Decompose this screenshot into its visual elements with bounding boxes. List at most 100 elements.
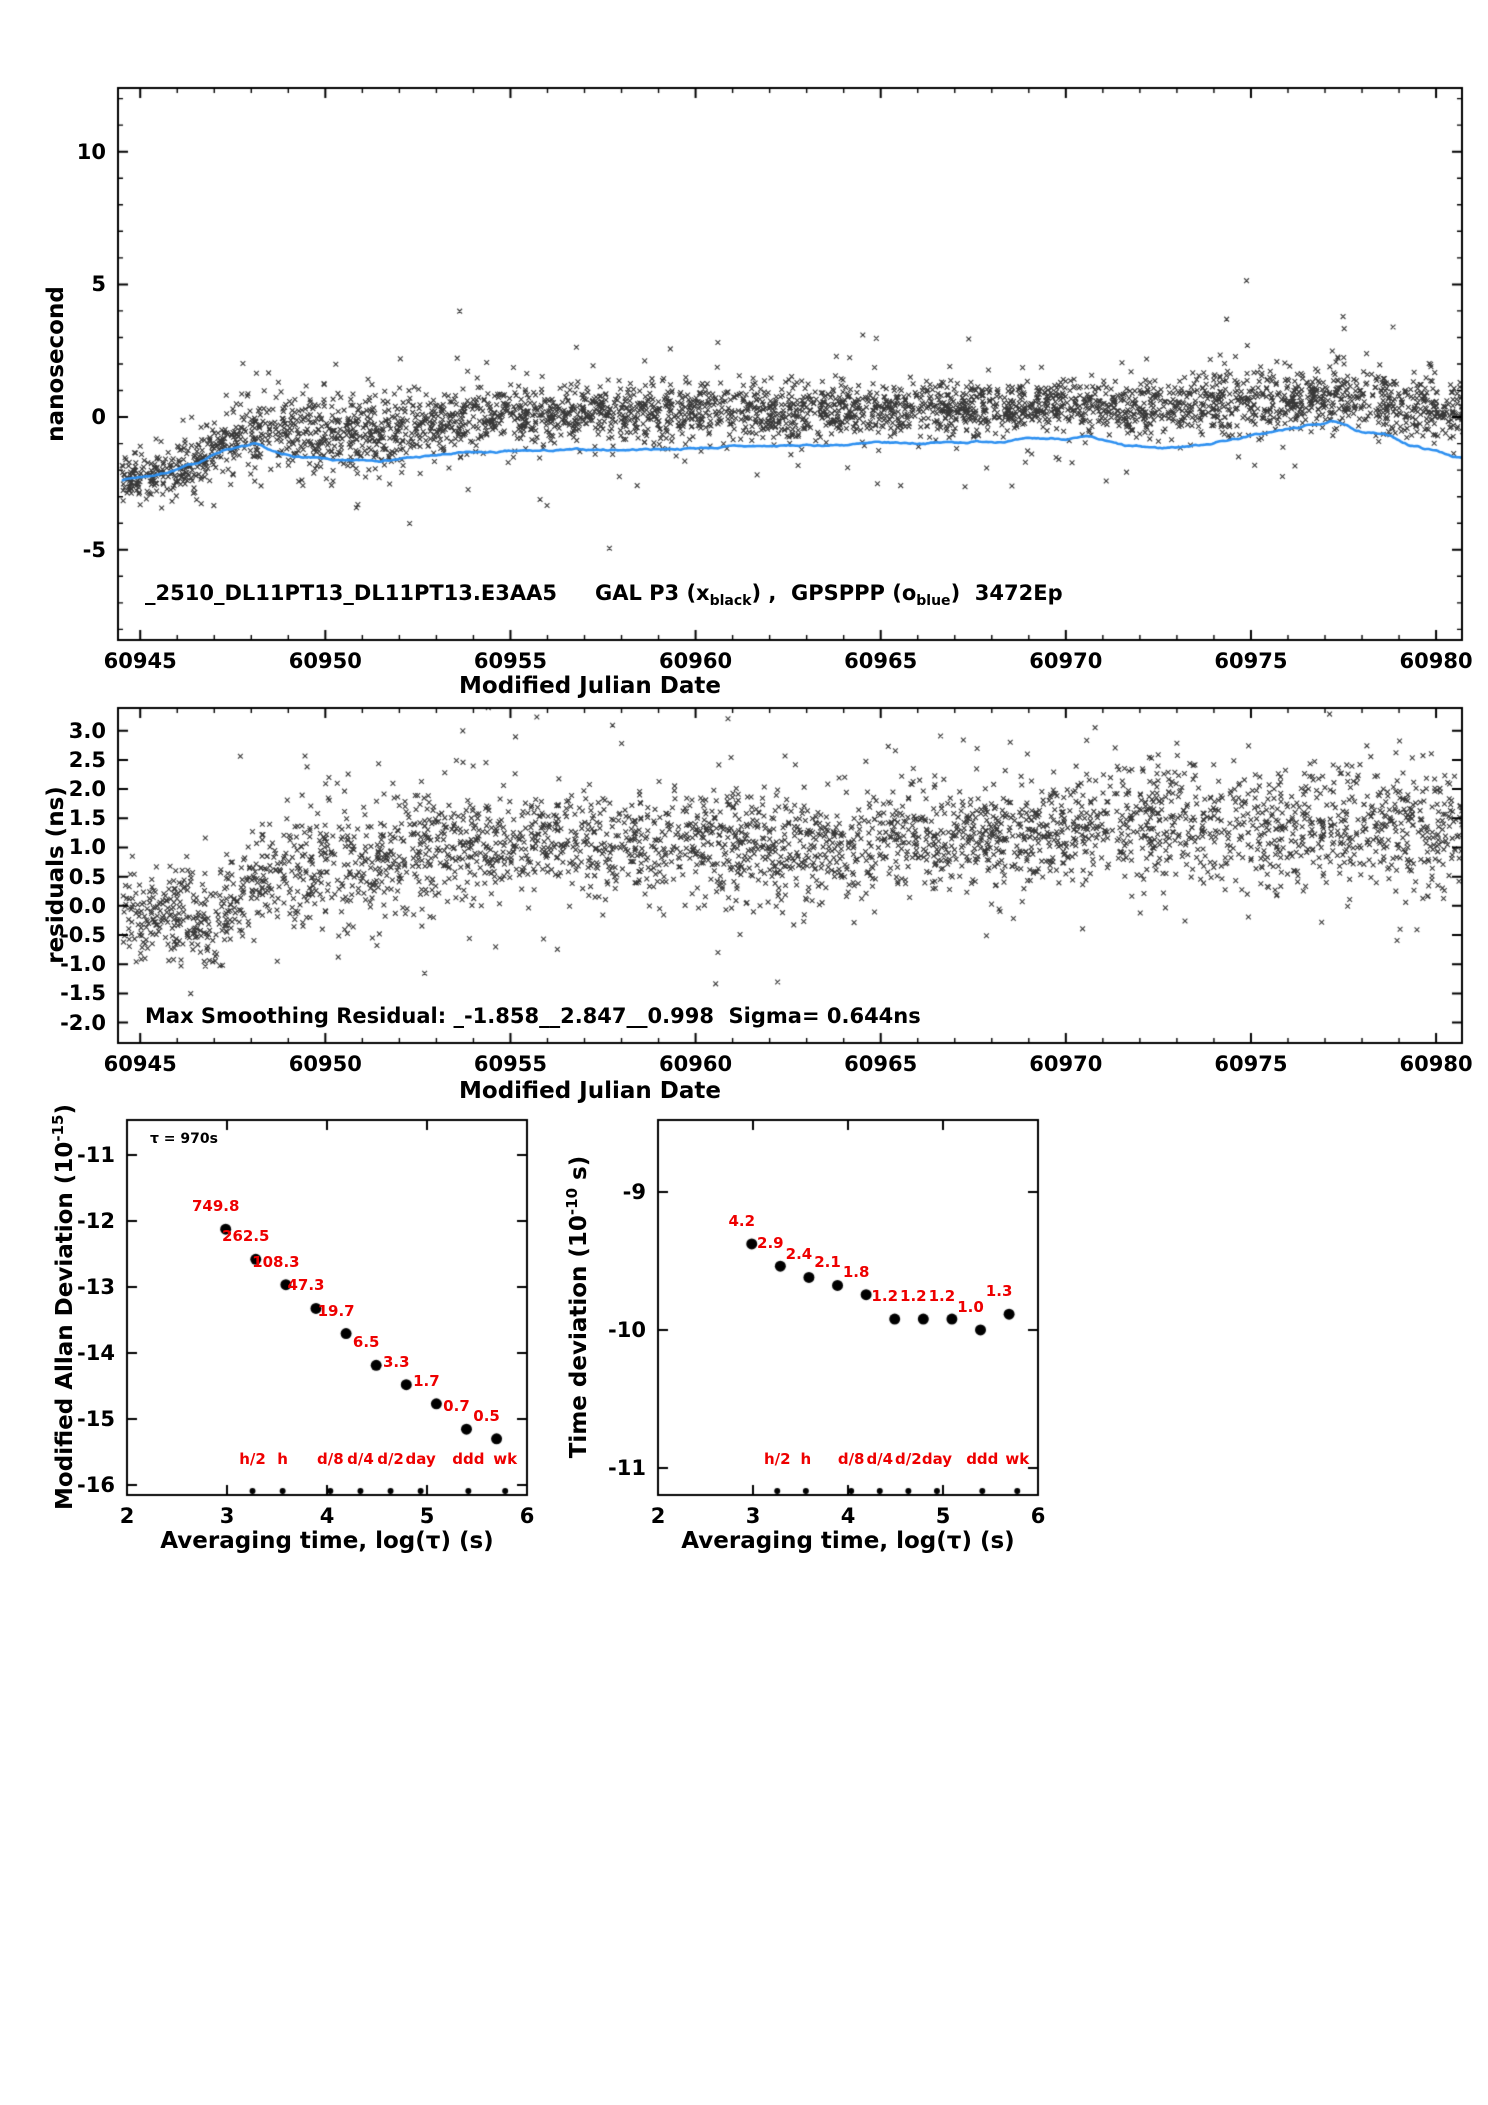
mdev-ylabel-pre: Modified Allan Deviation (10 bbox=[51, 1141, 78, 1510]
mdev-ytick-label: -12 bbox=[77, 1208, 115, 1233]
mdev-y-axis-title: Modified Allan Deviation (10-15) bbox=[49, 1104, 78, 1510]
mdev-point-value-label: 47.3 bbox=[287, 1276, 325, 1295]
mdev-time-mark-label: wk bbox=[493, 1450, 518, 1468]
residuals-xtick-label: 60965 bbox=[844, 1052, 918, 1076]
tdev-y-axis-title: Time deviation (10-10 s) bbox=[563, 1156, 592, 1459]
tdev-ytick-label: -11 bbox=[608, 1455, 646, 1480]
tdev-xtick-label: 2 bbox=[650, 1504, 666, 1528]
mdev-time-mark-label: d/4 bbox=[347, 1450, 374, 1468]
mdev-point-value-label: 0.5 bbox=[473, 1406, 500, 1425]
residuals-xtick-label: 60975 bbox=[1214, 1052, 1288, 1076]
tdev-ylabel-pre: Time deviation (10 bbox=[565, 1215, 592, 1459]
mdev-xtick-label: 4 bbox=[319, 1504, 335, 1528]
top-y-axis-title: nanosecond bbox=[42, 286, 69, 442]
gps-label-text: ) , GPSPPP (o bbox=[751, 581, 917, 605]
tdev-xtick-label: 3 bbox=[745, 1504, 761, 1528]
tau-annotation: τ = 970s bbox=[150, 1131, 218, 1147]
top-ytick-label: -5 bbox=[82, 537, 106, 562]
tdev-time-mark-label: d/4 bbox=[866, 1450, 894, 1468]
mdev-ytick-label: -16 bbox=[77, 1472, 115, 1497]
tdev-point-value-label: 2.9 bbox=[757, 1234, 784, 1253]
top-xtick-label: 60960 bbox=[659, 649, 733, 673]
tdev-time-mark-label: h bbox=[800, 1450, 812, 1468]
mdev-point-value-label: 1.7 bbox=[413, 1371, 440, 1390]
mdev-xtick-label: 5 bbox=[419, 1504, 435, 1528]
residuals-ytick-label: 2.0 bbox=[68, 777, 106, 802]
mdev-point-value-label: 6.5 bbox=[352, 1333, 380, 1352]
tdev-point-value-label: 1.2 bbox=[928, 1287, 956, 1306]
residuals-xtick-label: 60955 bbox=[473, 1052, 547, 1076]
tdev-point-value-label: 1.2 bbox=[871, 1287, 899, 1306]
tdev-point-value-label: 1.0 bbox=[957, 1297, 984, 1316]
mdev-point-value-label: 262.5 bbox=[222, 1227, 270, 1246]
tdev-ytick-label: -10 bbox=[608, 1317, 646, 1342]
residuals-annotation: Max Smoothing Residual: _-1.858__2.847__… bbox=[145, 1005, 921, 1027]
tdev-ylabel-exponent: -10 bbox=[563, 1187, 582, 1216]
gal-label-text: GAL P3 (x bbox=[594, 581, 710, 605]
mdev-ylabel-exponent: -15 bbox=[49, 1114, 68, 1142]
link-id-text: _2510_DL11PT13_DL11PT13.E3AA5 bbox=[145, 581, 557, 605]
residuals-ytick-label: 0.0 bbox=[68, 893, 106, 918]
tdev-point-value-label: 1.8 bbox=[842, 1262, 870, 1281]
mdev-x-axis-title: Averaging time, log(τ) (s) bbox=[160, 1528, 494, 1554]
tdev-point-value-label: 4.2 bbox=[728, 1211, 756, 1230]
residuals-xtick-label: 60980 bbox=[1399, 1052, 1473, 1076]
mdev-time-mark-label: d/2 bbox=[377, 1450, 404, 1468]
tdev-point-value-label: 2.4 bbox=[785, 1245, 813, 1264]
tdev-time-mark-label: d/2 bbox=[895, 1450, 922, 1468]
mdev-point-value-label: 749.8 bbox=[191, 1197, 240, 1216]
gps-subscript: blue bbox=[916, 593, 951, 610]
residuals-ytick-label: -1.5 bbox=[60, 981, 106, 1006]
residuals-ytick-label: -0.5 bbox=[60, 922, 106, 947]
top-annotation: _2510_DL11PT13_DL11PT13.E3AA5 GAL P3 (x bl… bbox=[145, 582, 1063, 609]
mdev-ylabel-post: ) bbox=[51, 1104, 78, 1115]
residuals-xtick-label: 60970 bbox=[1029, 1052, 1103, 1076]
tdev-point-value-label: 1.3 bbox=[985, 1282, 1013, 1301]
max-smoothing-residual-text: Max Smoothing Residual: _-1.858__2.847__… bbox=[145, 1004, 921, 1028]
top-ytick-label: 10 bbox=[76, 139, 106, 164]
tdev-time-mark-label: h/2 bbox=[763, 1450, 791, 1468]
mdev-time-mark-label: ddd bbox=[452, 1450, 485, 1468]
top-xtick-label: 60955 bbox=[473, 649, 547, 673]
residuals-xtick-label: 60960 bbox=[659, 1052, 733, 1076]
tdev-xtick-label: 4 bbox=[840, 1504, 856, 1528]
top-xtick-label: 60975 bbox=[1214, 649, 1288, 673]
top-xtick-label: 60965 bbox=[844, 649, 918, 673]
tdev-xtick-label: 6 bbox=[1030, 1504, 1046, 1528]
mdev-xtick-label: 2 bbox=[119, 1504, 135, 1528]
residuals-xtick-label: 60945 bbox=[103, 1052, 177, 1076]
mdev-ytick-label: -15 bbox=[77, 1406, 115, 1431]
tdev-x-axis-title: Averaging time, log(τ) (s) bbox=[681, 1528, 1015, 1554]
mdev-point-value-label: 3.3 bbox=[382, 1352, 410, 1371]
mdev-ytick-label: -14 bbox=[77, 1340, 115, 1365]
residuals-xtick-label: 60950 bbox=[288, 1052, 362, 1076]
top-xtick-label: 60945 bbox=[103, 649, 177, 673]
mdev-time-mark-label: day bbox=[405, 1450, 436, 1468]
residuals-ytick-label: -2.0 bbox=[60, 1010, 106, 1035]
mdev-time-mark-label: d/8 bbox=[317, 1450, 344, 1468]
mdev-point-value-label: 108.3 bbox=[252, 1252, 300, 1271]
residuals-ytick-label: -1.0 bbox=[60, 952, 106, 977]
top-ytick-label: 0 bbox=[91, 405, 106, 430]
tdev-time-mark-label: d/8 bbox=[837, 1450, 865, 1468]
top-xtick-label: 60970 bbox=[1029, 649, 1103, 673]
mdev-time-mark-label: h/2 bbox=[239, 1450, 266, 1468]
tdev-xtick-label: 5 bbox=[935, 1504, 951, 1528]
mdev-point-value-label: 19.7 bbox=[317, 1301, 355, 1320]
top-xtick-label: 60980 bbox=[1399, 649, 1473, 673]
tdev-time-mark-label: wk bbox=[1005, 1450, 1030, 1468]
tdev-time-mark-label: ddd bbox=[966, 1450, 999, 1468]
top-x-axis-title: Modified Julian Date bbox=[459, 673, 721, 699]
mdev-point-value-label: 0.7 bbox=[443, 1397, 470, 1416]
residuals-ytick-label: 2.5 bbox=[68, 747, 106, 772]
tdev-ytick-label: -9 bbox=[622, 1179, 646, 1204]
tdev-time-mark-label: day bbox=[921, 1450, 953, 1468]
residuals-ytick-label: 1.0 bbox=[68, 835, 106, 860]
residuals-ytick-label: 0.5 bbox=[68, 864, 106, 889]
mdev-time-mark-label: h bbox=[277, 1450, 288, 1468]
top-ytick-label: 5 bbox=[91, 272, 106, 297]
mdev-xtick-label: 6 bbox=[519, 1504, 535, 1528]
residuals-x-axis-title: Modified Julian Date bbox=[459, 1078, 721, 1104]
